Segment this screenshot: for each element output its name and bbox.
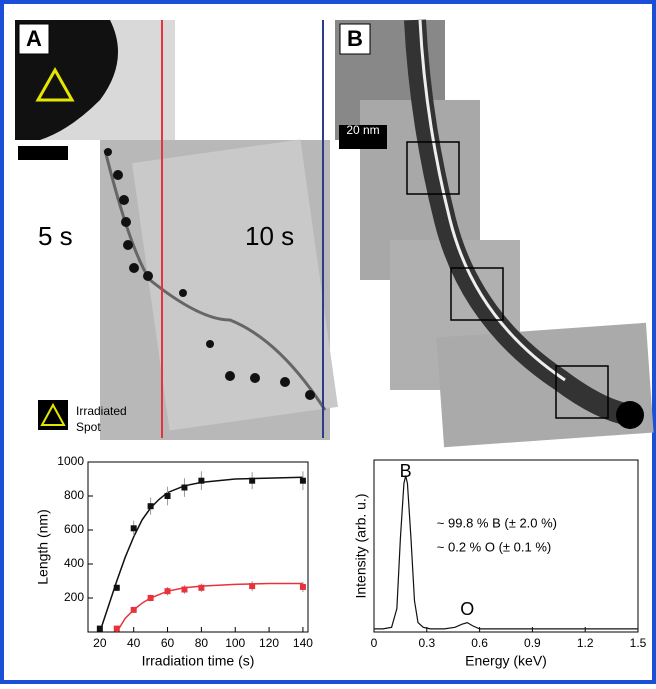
- plot-frame: [373, 459, 639, 633]
- point: [164, 588, 171, 595]
- y-tick-label: 600: [64, 522, 84, 536]
- x-tick-label: 1.5: [630, 636, 647, 650]
- x-tick-label: 140: [293, 636, 313, 650]
- scale-label: 20 nm: [346, 123, 379, 137]
- point: [299, 477, 306, 484]
- point: [164, 493, 171, 499]
- point: [181, 586, 188, 593]
- point: [130, 525, 137, 532]
- x-tick-label: 0.6: [471, 636, 488, 650]
- y-tick-label: 800: [64, 488, 84, 502]
- panel-label: B: [347, 26, 363, 51]
- point: [113, 584, 120, 591]
- composition: ~ 0.2 % O (± 0.1 %): [437, 539, 551, 554]
- x-tick-label: 0.3: [418, 636, 435, 650]
- peak-label: O: [460, 599, 474, 619]
- x-tick-label: 0: [371, 636, 378, 650]
- point: [147, 503, 154, 510]
- x-tick-label: 40: [127, 636, 141, 650]
- x-tick-label: 20: [93, 636, 107, 650]
- point: [249, 477, 256, 484]
- panel-label: A: [26, 26, 42, 51]
- point: [96, 625, 103, 632]
- x-tick-label: 1.2: [577, 636, 594, 650]
- spectrum: [374, 475, 638, 630]
- composition: ~ 99.8 % B (± 2.0 %): [437, 515, 557, 530]
- x-tick-label: 100: [225, 636, 245, 650]
- point: [249, 583, 256, 590]
- y-tick-label: 400: [64, 556, 84, 570]
- scale-label: 100 nm: [23, 160, 63, 174]
- y-axis-label: Intensity (arb. u.): [353, 493, 369, 598]
- fit-line: [99, 476, 303, 633]
- point: [130, 606, 137, 613]
- legend-label: Irradiated Spot: [76, 404, 127, 434]
- x-axis-label: Energy (keV): [465, 653, 547, 669]
- x-axis-label: Irradiation time (s): [142, 653, 255, 669]
- peak-label: B: [400, 461, 412, 481]
- time-label: 10 s: [245, 221, 294, 251]
- y-tick-label: 200: [64, 590, 84, 604]
- plot-frame: [87, 461, 309, 633]
- x-tick-label: 60: [161, 636, 175, 650]
- point: [299, 583, 306, 590]
- x-tick-label: 80: [195, 636, 209, 650]
- point: [113, 625, 120, 632]
- time-label: 5 s: [38, 221, 73, 251]
- x-tick-label: 0.9: [524, 636, 541, 650]
- y-tick-label: 1000: [57, 454, 84, 468]
- point: [198, 584, 205, 591]
- point: [181, 484, 188, 491]
- x-tick-label: 120: [259, 636, 279, 650]
- point: [198, 477, 205, 484]
- point: [147, 595, 154, 601]
- y-axis-label: Length (nm): [35, 509, 51, 584]
